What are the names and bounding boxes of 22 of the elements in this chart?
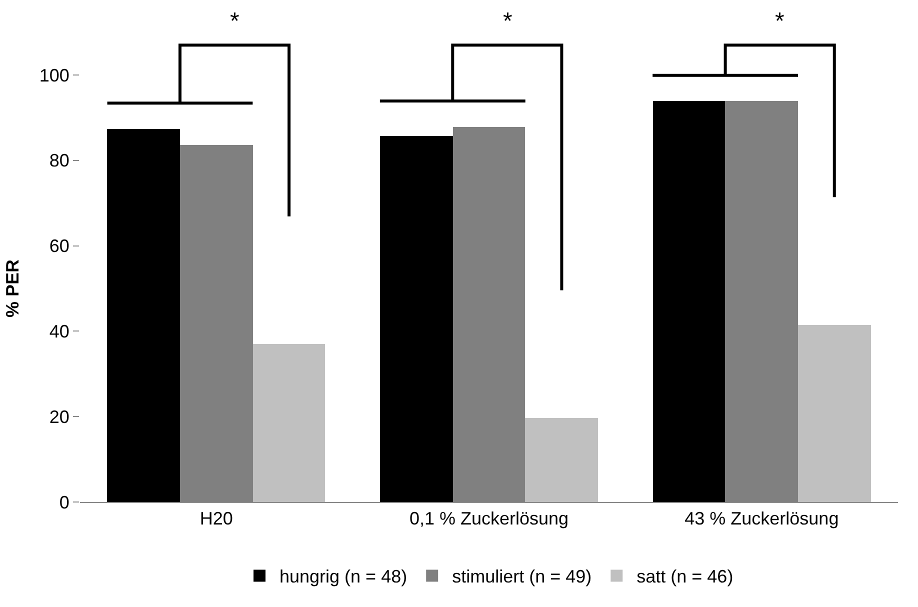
y-tick-label: 20 <box>49 406 70 427</box>
text: * <box>230 8 240 35</box>
text: * <box>503 8 512 35</box>
x-tick-label: 0,1 % Zuckerlösung <box>409 508 569 529</box>
y-tick-label: 80 <box>49 150 70 171</box>
legend-label: stimuliert (n = 49) <box>452 566 592 587</box>
y-tick-label: 0 <box>59 492 70 512</box>
bar <box>380 136 453 502</box>
bar <box>653 101 725 502</box>
bar <box>253 344 325 502</box>
y-axis-title: % PER <box>2 259 23 318</box>
y-tick-label: 40 <box>49 322 70 342</box>
y-tick-label: 100 <box>39 65 70 86</box>
x-tick-label: 43 % Zuckerlösung <box>684 508 839 529</box>
legend-label: satt (n = 46) <box>636 566 734 587</box>
x-tick-label: H20 <box>200 508 233 529</box>
y-tick-label: 60 <box>49 236 70 256</box>
bar <box>525 418 598 502</box>
bar <box>798 325 871 502</box>
legend-label: hungrig (n = 48) <box>280 566 408 587</box>
bar <box>107 129 180 502</box>
text: * <box>775 8 784 35</box>
